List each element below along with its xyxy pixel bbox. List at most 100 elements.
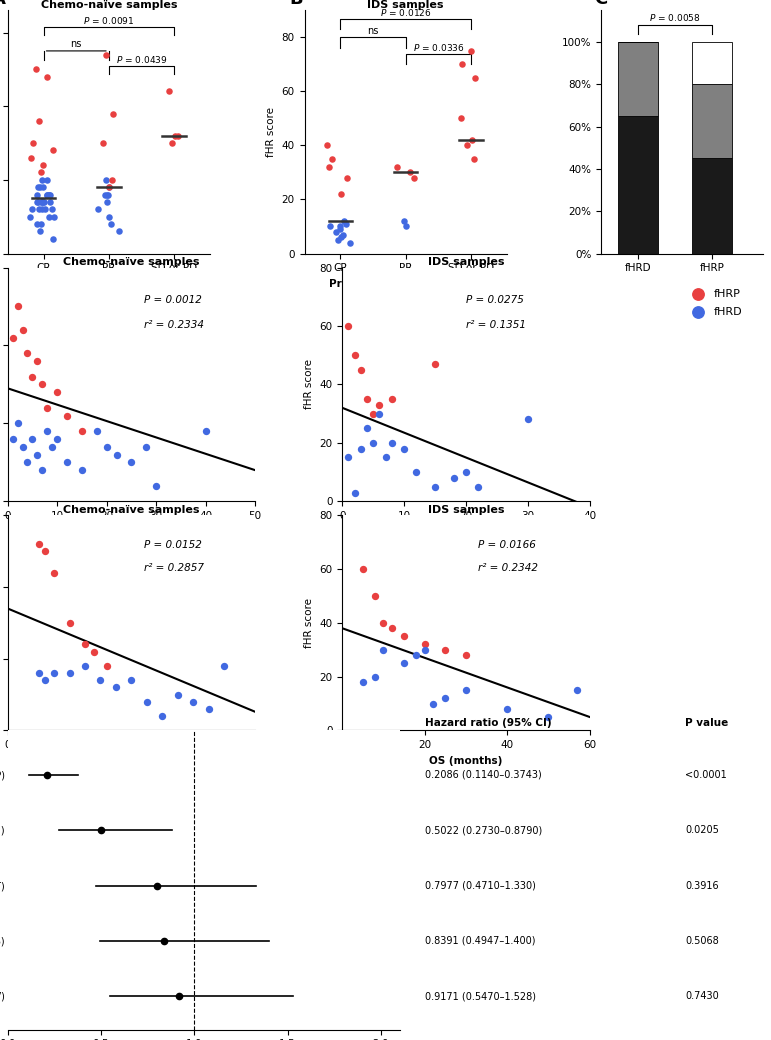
Point (51, 384, 63, 400)
Point (97, 135, 109, 152)
Point (470, 70, 482, 86)
Bar (692, 84, 732, 158)
Text: B: B (289, 0, 303, 8)
Point (37, 157, 49, 174)
Point (32, 665, 45, 681)
Text: P = 0.0275: P = 0.0275 (466, 294, 524, 305)
Point (542, 708, 554, 725)
Point (76, 462, 88, 478)
Point (40, 186, 52, 203)
Point (404, 164, 416, 181)
Point (27, 135, 39, 152)
Point (373, 396, 386, 413)
Point (35, 164, 47, 181)
Point (16, 321, 29, 338)
Text: r² = 0.2857: r² = 0.2857 (143, 564, 204, 573)
Point (101, 186, 113, 203)
Point (460, 464, 472, 480)
Point (41, 186, 53, 203)
Point (335, 218, 347, 235)
X-axis label: OS (months): OS (months) (95, 756, 168, 765)
Point (390, 159, 402, 176)
Point (88, 643, 100, 659)
Point (410, 647, 423, 664)
Point (140, 439, 153, 456)
Point (103, 179, 116, 196)
Text: C: C (594, 0, 607, 8)
X-axis label: Primary therapy response: Primary therapy response (32, 279, 186, 289)
Text: $P$ = 0.0091: $P$ = 0.0091 (83, 15, 135, 26)
Point (140, 694, 153, 710)
Text: Hazard ratio (95% CI): Hazard ratio (95% CI) (425, 718, 551, 728)
Point (76, 423, 88, 440)
Point (16, 439, 29, 456)
Point (460, 647, 472, 664)
Point (31, 215, 43, 232)
Point (125, 672, 137, 688)
Title: IDS samples: IDS samples (368, 0, 444, 9)
Text: 0.7430: 0.7430 (685, 991, 719, 1002)
Point (419, 636, 431, 653)
Text: $P$ = 0.0336: $P$ = 0.0336 (412, 42, 464, 53)
Point (429, 478, 441, 495)
Title: IDS samples: IDS samples (428, 257, 504, 266)
Point (41, 423, 53, 440)
Point (419, 642, 431, 658)
Point (48, 665, 60, 681)
Point (36, 376, 49, 393)
Point (337, 227, 349, 243)
Point (335, 220, 347, 237)
Point (398, 213, 410, 230)
Point (460, 682, 472, 699)
Point (90, 423, 103, 440)
Point (398, 440, 410, 457)
Point (323, 159, 335, 176)
Point (100, 439, 113, 456)
Point (40, 69, 52, 85)
Point (426, 695, 439, 711)
Point (79, 657, 91, 674)
Point (39, 543, 51, 560)
Point (501, 701, 513, 718)
Point (103, 179, 115, 196)
Point (51, 431, 63, 447)
Point (6, 431, 19, 447)
Bar (692, 42, 732, 84)
Point (37, 179, 49, 196)
Y-axis label: fHR score: fHR score (304, 598, 314, 648)
Point (455, 110, 467, 127)
Point (342, 317, 355, 334)
Point (31, 446, 43, 463)
Point (32, 179, 44, 196)
Point (32, 112, 45, 129)
Point (340, 215, 352, 232)
Point (100, 47, 113, 63)
Point (172, 686, 184, 703)
Point (332, 232, 344, 249)
Point (47, 142, 59, 159)
Point (472, 478, 484, 495)
Point (26, 368, 39, 385)
Point (33, 201, 45, 217)
Point (39, 201, 52, 217)
Point (321, 137, 333, 154)
Point (41, 172, 53, 188)
Text: <0.0001: <0.0001 (685, 770, 727, 780)
Legend: fHRP, fHRD: fHRP, fHRD (682, 285, 746, 321)
Point (106, 172, 118, 188)
Point (218, 657, 231, 674)
X-axis label: PFI (months): PFI (months) (428, 526, 503, 537)
Title: IDS samples: IDS samples (428, 504, 504, 515)
Point (100, 657, 113, 674)
Point (341, 170, 353, 186)
Bar (618, 42, 658, 116)
Text: 0.5022 (0.2730–0.8790): 0.5022 (0.2730–0.8790) (425, 825, 542, 835)
Point (361, 420, 373, 437)
Point (357, 561, 369, 577)
Text: P = 0.0152: P = 0.0152 (143, 540, 201, 549)
Point (36, 172, 49, 188)
Point (355, 362, 367, 379)
Point (44, 186, 56, 203)
Point (46, 201, 59, 217)
Text: P = 0.0012: P = 0.0012 (143, 294, 201, 305)
